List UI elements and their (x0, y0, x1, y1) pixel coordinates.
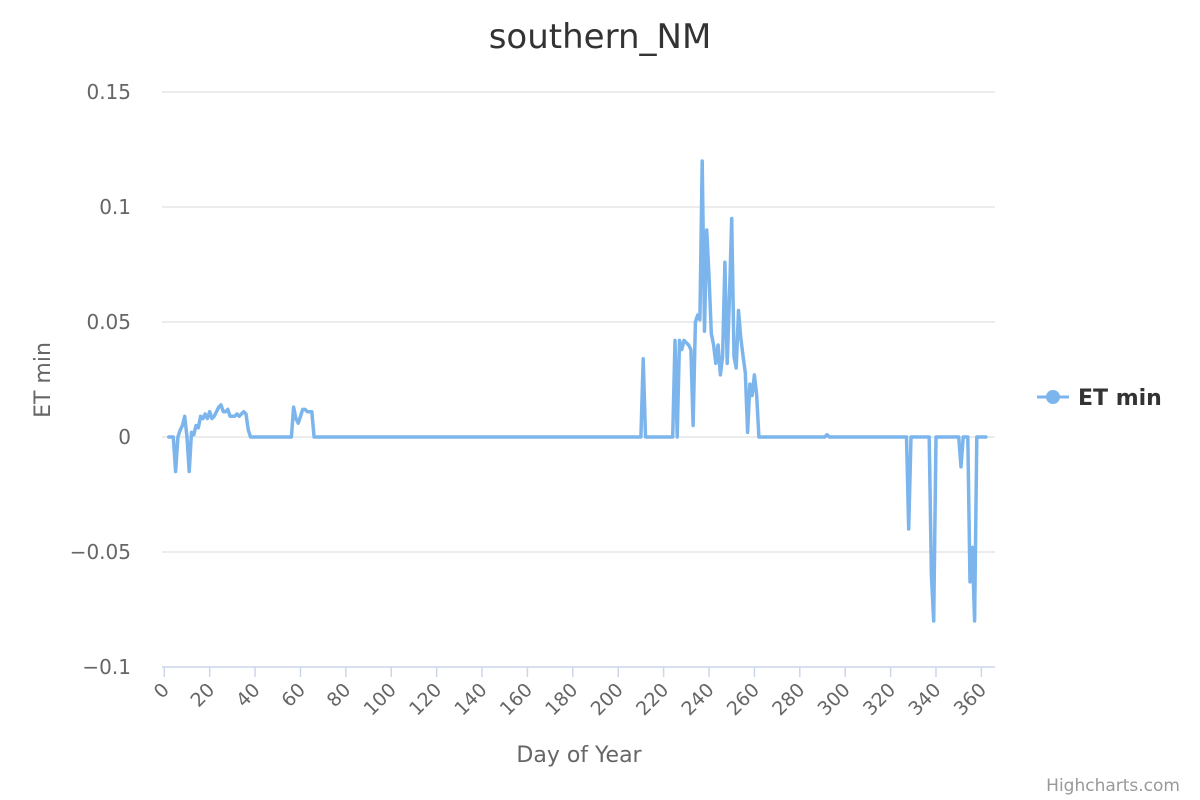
y-tick-label: 0.05 (86, 310, 131, 334)
legend[interactable]: ET min (1037, 386, 1162, 411)
x-tick-label: 180 (541, 679, 582, 720)
y-tick-label: −0.05 (70, 540, 131, 564)
y-tick-label: 0.15 (86, 80, 131, 104)
x-tick-label: 20 (187, 679, 220, 712)
x-tick-label: 140 (450, 679, 491, 720)
y-axis-ticks: 0.15 0.1 0.05 0 −0.05 −0.1 (70, 80, 131, 679)
credits-link[interactable]: Highcharts.com (1046, 776, 1180, 796)
x-axis-title: Day of Year (516, 743, 642, 768)
legend-item-label[interactable]: ET min (1078, 386, 1162, 411)
x-tick-label: 220 (632, 679, 673, 720)
x-tick-label: 340 (904, 679, 945, 720)
x-axis: 0 20 40 60 80 100 120 140 160 180 200 220 240 260 280 3… (150, 666, 995, 720)
x-tick-label: 260 (723, 679, 764, 720)
x-tick-label: 40 (232, 679, 265, 712)
legend-marker-icon (1046, 390, 1060, 404)
chart-title: southern_NM (489, 17, 712, 57)
y-axis-title: ET min (31, 342, 56, 418)
x-tick-label: 320 (859, 679, 900, 720)
x-tick-label: 60 (277, 679, 310, 712)
x-tick-label: 100 (360, 679, 401, 720)
series-layer (167, 159, 988, 623)
x-tick-label: 0 (150, 679, 174, 703)
x-tick-label: 280 (768, 679, 809, 720)
y-tick-label: 0.1 (99, 195, 131, 219)
y-tick-label: 0 (118, 425, 131, 449)
x-tick-label: 120 (405, 679, 446, 720)
x-tick-label: 240 (677, 679, 718, 720)
gridlines (162, 91, 995, 553)
x-tick-label: 80 (323, 679, 356, 712)
x-tick-label: 360 (950, 679, 991, 720)
x-tick-label: 300 (814, 679, 855, 720)
y-tick-label: −0.1 (82, 655, 131, 679)
series-line-et-min[interactable] (167, 159, 988, 623)
x-tick-label: 160 (496, 679, 537, 720)
x-tick-label: 200 (587, 679, 628, 720)
